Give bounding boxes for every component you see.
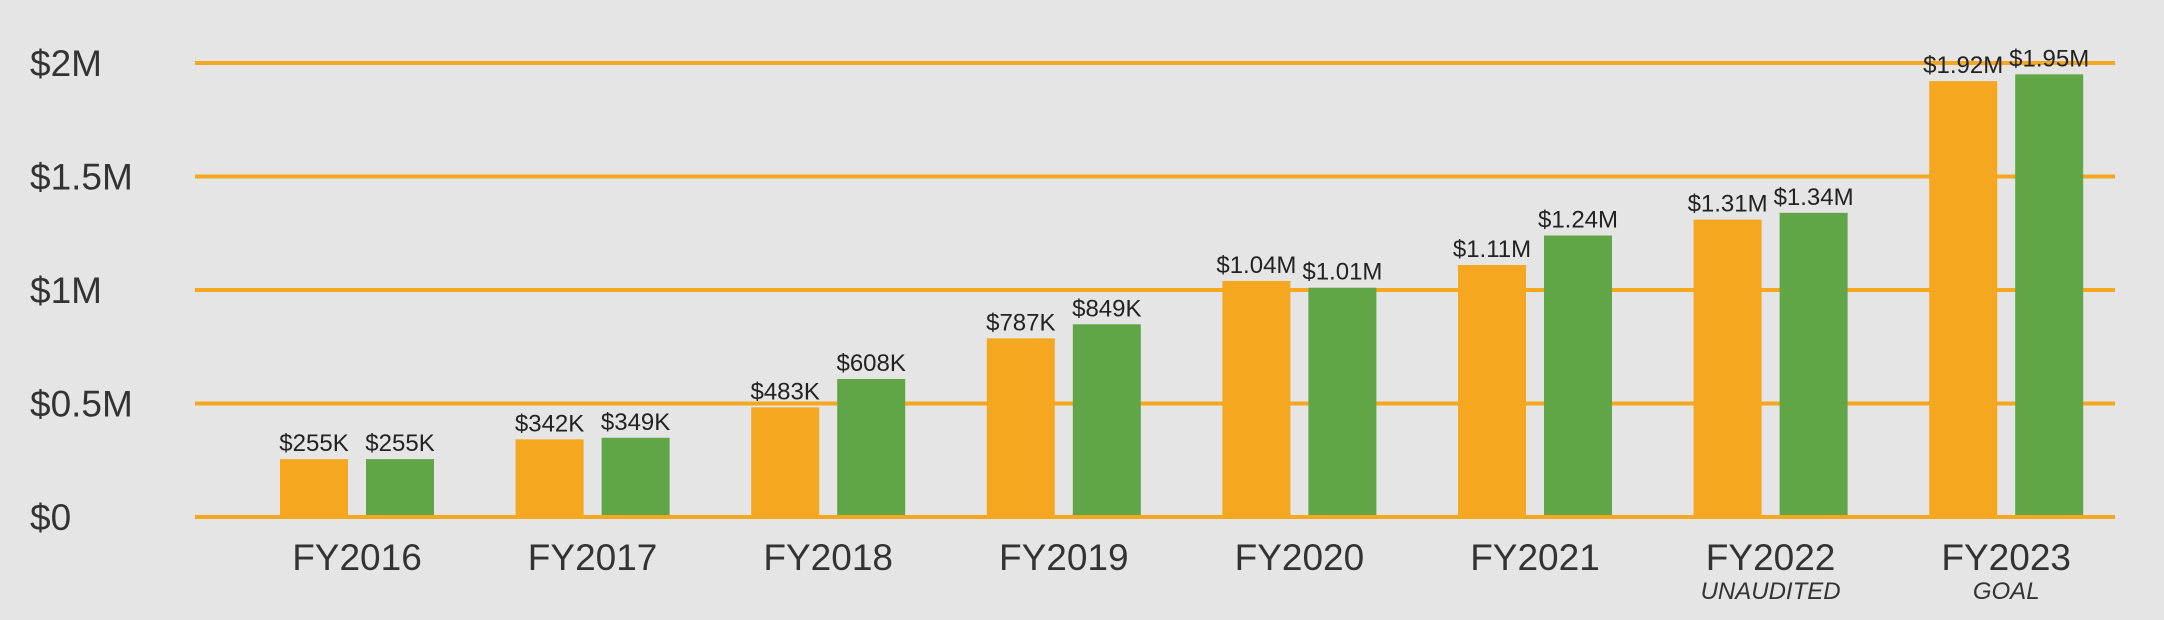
x-tick-label: FY2019 bbox=[999, 537, 1129, 578]
data-label: $349K bbox=[601, 409, 670, 436]
y-tick-label: $1M bbox=[30, 270, 102, 311]
data-label: $1.92M bbox=[1923, 52, 2003, 79]
x-tick-label: FY2017 bbox=[528, 537, 658, 578]
data-label: $1.95M bbox=[2009, 45, 2089, 72]
data-label: $255K bbox=[365, 430, 434, 457]
bar bbox=[366, 459, 434, 515]
bar bbox=[837, 378, 906, 515]
bar bbox=[1544, 235, 1612, 515]
x-tick-note: GOAL bbox=[1973, 578, 2040, 605]
data-label: $1.34M bbox=[1774, 184, 1854, 211]
bar bbox=[2015, 74, 2084, 515]
x-tick-label: FY2018 bbox=[763, 537, 893, 578]
x-tick-label: FY2021 bbox=[1470, 537, 1600, 578]
bar bbox=[1458, 265, 1526, 515]
data-label: $849K bbox=[1072, 295, 1141, 322]
y-tick-label: $2M bbox=[30, 43, 102, 84]
x-tick-label: FY2016 bbox=[292, 537, 422, 578]
data-label: $255K bbox=[279, 430, 348, 457]
data-label: $1.24M bbox=[1538, 207, 1618, 234]
y-tick-label: $0 bbox=[30, 497, 71, 538]
data-label: $483K bbox=[750, 378, 819, 405]
bars bbox=[280, 74, 2084, 515]
bar bbox=[986, 338, 1055, 515]
bar bbox=[601, 437, 670, 515]
bar bbox=[1929, 81, 1998, 515]
bar bbox=[1779, 212, 1848, 515]
data-label: $342K bbox=[515, 410, 584, 437]
bar bbox=[751, 407, 820, 515]
x-tick-label: FY2023 bbox=[1941, 537, 2071, 578]
data-label: $1.11M bbox=[1453, 236, 1531, 263]
y-axis-ticks: $0 $0.5M $1M $1.5M $2M bbox=[30, 43, 133, 538]
bar bbox=[280, 459, 348, 515]
data-labels: $255K $255K $342K $349K $483K $608K $787K $849K… bbox=[279, 45, 2089, 457]
x-tick-label: FY2022 bbox=[1706, 537, 1836, 578]
data-label: $1.31M bbox=[1688, 191, 1768, 218]
bar bbox=[515, 439, 584, 515]
data-label: $1.01M bbox=[1302, 259, 1382, 286]
y-tick-label: $0.5M bbox=[30, 384, 133, 425]
x-tick-note: UNAUDITED bbox=[1701, 578, 1841, 605]
bar bbox=[1072, 324, 1141, 515]
data-label: $1.04M bbox=[1216, 252, 1296, 279]
bar bbox=[1308, 287, 1377, 515]
bar bbox=[1693, 219, 1762, 515]
y-tick-label: $1.5M bbox=[30, 157, 133, 198]
x-axis-ticks: FY2016 FY2017 FY2018 FY2019 FY2020 FY2021 FY20… bbox=[292, 537, 2071, 605]
x-tick-label: FY2020 bbox=[1235, 537, 1365, 578]
data-label: $608K bbox=[836, 350, 905, 377]
bar bbox=[1222, 280, 1291, 515]
data-label: $787K bbox=[986, 309, 1055, 336]
